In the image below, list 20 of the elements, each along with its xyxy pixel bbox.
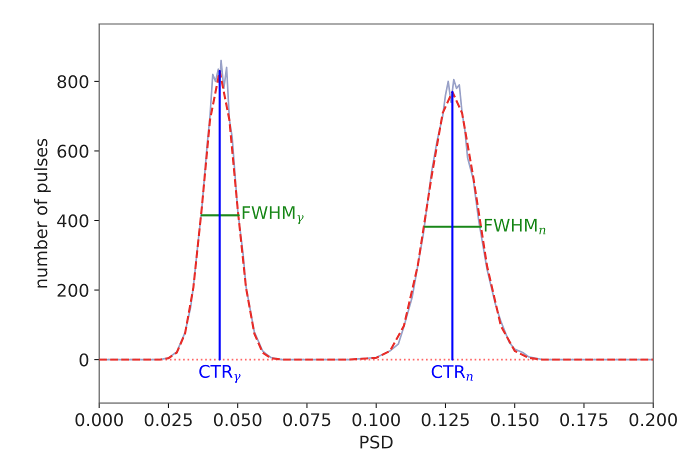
x-tick-label: 0.175 (560, 413, 608, 426)
x-tick-label: 0.200 (630, 413, 677, 426)
x-tick-label: 0.100 (352, 413, 400, 426)
x-tick-label: 0.000 (75, 413, 123, 426)
y-axis-title: number of pulses (34, 138, 51, 288)
x-tick-label: 0.050 (214, 413, 262, 426)
x-tick-label: 0.125 (422, 413, 469, 426)
series-label: CTR$_{n}$ (432, 365, 473, 381)
y-tick-label: 400 (57, 214, 88, 228)
y-tick-label: 0 (80, 353, 88, 366)
x-tick-label: 0.150 (491, 413, 538, 426)
series-label: FWHM$_{n}$ (484, 218, 546, 234)
x-tick-label: 0.075 (283, 413, 330, 426)
series-label: FWHM$_{γ}$ (242, 206, 304, 224)
x-tick-label: 0.025 (144, 413, 192, 426)
y-tick-label: 200 (58, 284, 88, 297)
series-label: CTR$_{γ}$ (199, 364, 241, 383)
y-tick-label: 600 (58, 144, 88, 158)
y-tick-label: 800 (57, 75, 88, 88)
x-axis-title: PSD (360, 435, 393, 449)
